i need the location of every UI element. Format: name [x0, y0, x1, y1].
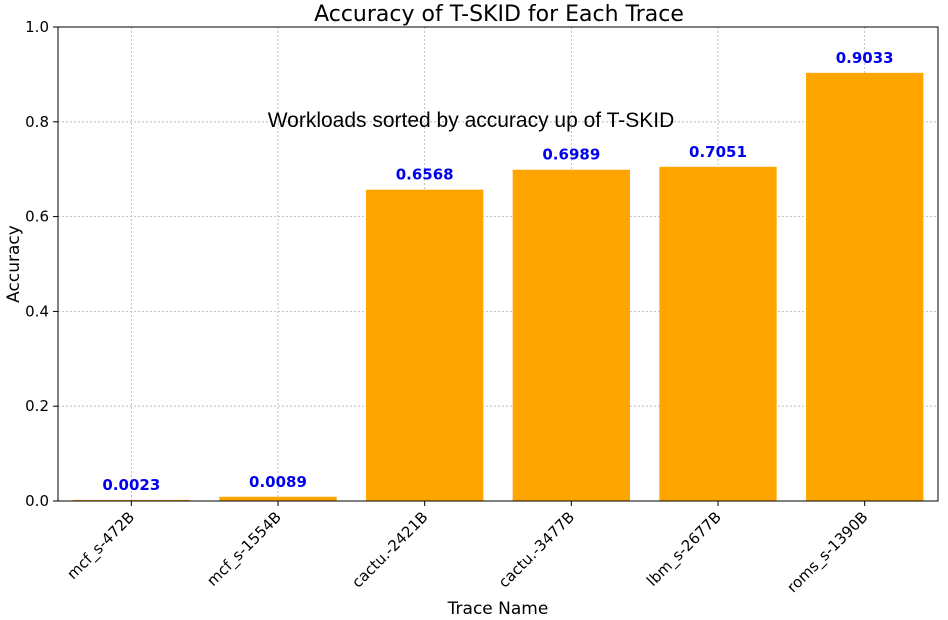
bar	[512, 169, 630, 501]
y-tick-label: 1.0	[25, 18, 49, 36]
x-tick-label: roms_s-1390B	[783, 508, 872, 597]
bar	[659, 166, 777, 501]
bar	[366, 189, 484, 501]
x-tick-label: mcf_s-1554B	[203, 508, 285, 590]
y-axis-label: Accuracy	[4, 225, 24, 303]
x-tick-label: lbm_s-2677B	[643, 508, 725, 590]
bar-value-label: 0.0089	[249, 473, 307, 491]
chart-annotation: Workloads sorted by accuracy up of T-SKI…	[268, 109, 675, 132]
y-tick-label: 0.4	[25, 302, 49, 320]
bar	[806, 72, 924, 501]
bar	[72, 499, 190, 501]
bar-value-label: 0.9033	[836, 49, 894, 67]
bars: 0.0023 0.0089 0.6568 0.6989 0.7051 0.9033	[72, 49, 924, 501]
bar-value-label: 0.0023	[102, 476, 160, 494]
chart-title: Accuracy of T-SKID for Each Trace	[314, 2, 684, 27]
y-tick-label: 0.6	[25, 208, 49, 226]
x-tick-label: mcf_s-472B	[63, 508, 139, 584]
x-tick-label: cactu.-3477B	[495, 508, 578, 591]
x-tick-label: cactu.-2421B	[348, 508, 431, 591]
y-tick-label: 0.2	[25, 397, 49, 415]
y-tick-label: 0.8	[25, 113, 49, 131]
bar-value-label: 0.7051	[689, 143, 747, 161]
y-tick-label: 0.0	[25, 492, 49, 510]
x-axis-label: Trace Name	[447, 599, 549, 619]
bar-value-label: 0.6568	[396, 166, 454, 184]
bar	[219, 496, 337, 501]
bar-value-label: 0.6989	[542, 146, 600, 164]
labels: Accuracy of T-SKID for Each Trace Worklo…	[4, 2, 684, 619]
plot-frame	[57, 26, 939, 502]
